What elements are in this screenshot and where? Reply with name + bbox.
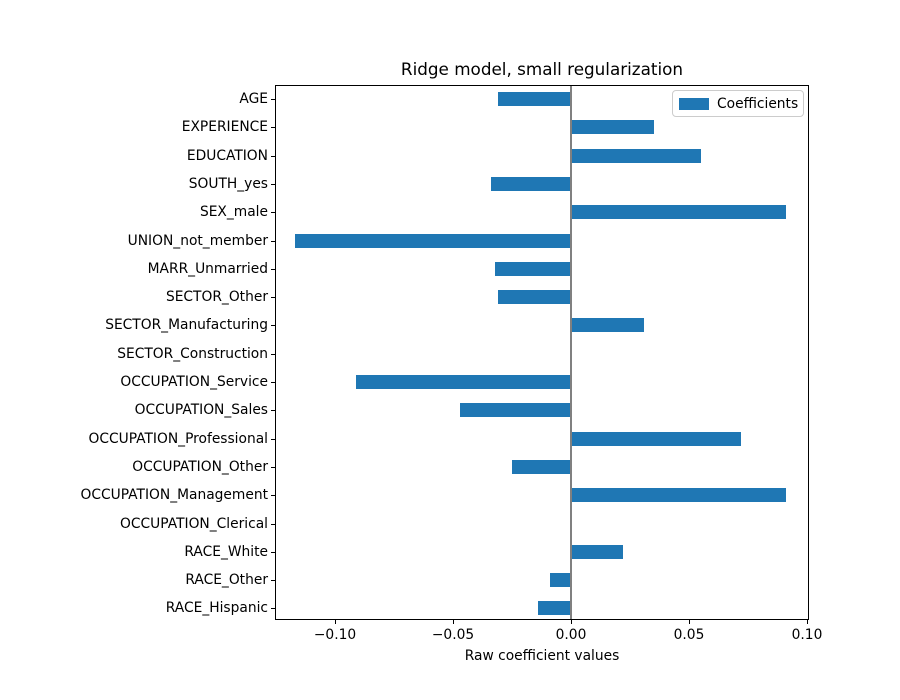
- y-tick-label-EDUCATION: EDUCATION: [186, 148, 268, 164]
- bar-EDUCATION: [571, 148, 702, 163]
- y-tick-label-UNION_not_member: UNION_not_member: [127, 233, 268, 249]
- y-tick-label-EXPERIENCE: EXPERIENCE: [181, 119, 268, 135]
- y-tick-mark: [271, 269, 275, 270]
- y-tick-mark: [271, 552, 275, 553]
- bar-RACE_White: [571, 544, 624, 559]
- y-tick-label-SOUTH_yes: SOUTH_yes: [188, 176, 268, 192]
- y-tick-mark: [271, 297, 275, 298]
- bar-SOUTH_yes: [490, 176, 572, 191]
- bar-OCCUPATION_Management: [571, 488, 787, 503]
- x-tick-label: −0.05: [431, 627, 475, 643]
- x-tick-mark: [807, 620, 808, 624]
- y-tick-label-OCCUPATION_Clerical: OCCUPATION_Clerical: [120, 516, 268, 532]
- y-tick-label-OCCUPATION_Sales: OCCUPATION_Sales: [134, 402, 268, 418]
- bar-OCCUPATION_Other: [511, 459, 572, 474]
- y-tick-mark: [271, 212, 275, 213]
- x-tick-mark: [571, 620, 572, 624]
- zero-line: [570, 86, 572, 619]
- x-tick-label: 0.10: [791, 627, 823, 643]
- x-axis-label: Raw coefficient values: [464, 648, 620, 664]
- y-tick-mark: [271, 608, 275, 609]
- bar-SEX_male: [571, 205, 787, 220]
- legend: Coefficients: [672, 90, 804, 117]
- bar-OCCUPATION_Service: [356, 375, 572, 389]
- bar-RACE_Other: [549, 573, 572, 588]
- plot-area: Coefficients: [275, 85, 809, 620]
- bar-OCCUPATION_Professional: [571, 431, 742, 446]
- y-tick-mark: [271, 99, 275, 100]
- x-tick-label: 0.00: [555, 627, 587, 643]
- y-tick-mark: [271, 580, 275, 581]
- bar-UNION_not_member: [294, 233, 572, 248]
- y-tick-label-RACE_Hispanic: RACE_Hispanic: [165, 600, 268, 616]
- x-tick-label: −0.10: [313, 627, 357, 643]
- bar-AGE: [497, 92, 572, 106]
- y-tick-mark: [271, 382, 275, 383]
- y-tick-label-OCCUPATION_Other: OCCUPATION_Other: [132, 459, 268, 475]
- y-tick-mark: [271, 439, 275, 440]
- y-tick-label-SECTOR_Construction: SECTOR_Construction: [117, 346, 268, 362]
- x-tick-mark: [689, 620, 690, 624]
- y-tick-label-MARR_Unmarried: MARR_Unmarried: [147, 261, 268, 277]
- y-tick-mark: [271, 184, 275, 185]
- y-tick-label-RACE_White: RACE_White: [184, 544, 268, 560]
- x-tick-label: 0.05: [673, 627, 705, 643]
- y-tick-mark: [271, 354, 275, 355]
- bar-EXPERIENCE: [571, 120, 654, 135]
- y-tick-label-OCCUPATION_Professional: OCCUPATION_Professional: [88, 431, 268, 447]
- x-tick-mark: [453, 620, 454, 624]
- y-tick-mark: [271, 325, 275, 326]
- y-tick-label-OCCUPATION_Service: OCCUPATION_Service: [120, 374, 268, 390]
- bar-OCCUPATION_Sales: [460, 403, 572, 418]
- y-tick-mark: [271, 524, 275, 525]
- y-tick-label-OCCUPATION_Management: OCCUPATION_Management: [80, 487, 269, 503]
- y-tick-label-SECTOR_Other: SECTOR_Other: [165, 289, 268, 305]
- legend-label: Coefficients: [717, 95, 799, 112]
- y-tick-label-RACE_Other: RACE_Other: [185, 572, 268, 588]
- chart-title: Ridge model, small regularization: [400, 59, 684, 79]
- bar-RACE_Hispanic: [537, 601, 572, 616]
- y-tick-mark: [271, 156, 275, 157]
- y-tick-label-SEX_male: SEX_male: [199, 204, 268, 220]
- y-tick-mark: [271, 495, 275, 496]
- legend-swatch-icon: [679, 97, 709, 110]
- y-tick-mark: [271, 127, 275, 128]
- y-tick-mark: [271, 410, 275, 411]
- y-tick-mark: [271, 467, 275, 468]
- y-tick-label-SECTOR_Manufacturing: SECTOR_Manufacturing: [105, 317, 268, 333]
- y-tick-label-AGE: AGE: [239, 91, 268, 107]
- x-tick-mark: [335, 620, 336, 624]
- bar-MARR_Unmarried: [495, 261, 572, 276]
- bar-SECTOR_Other: [497, 290, 572, 305]
- bar-SECTOR_Manufacturing: [571, 318, 645, 333]
- y-tick-mark: [271, 241, 275, 242]
